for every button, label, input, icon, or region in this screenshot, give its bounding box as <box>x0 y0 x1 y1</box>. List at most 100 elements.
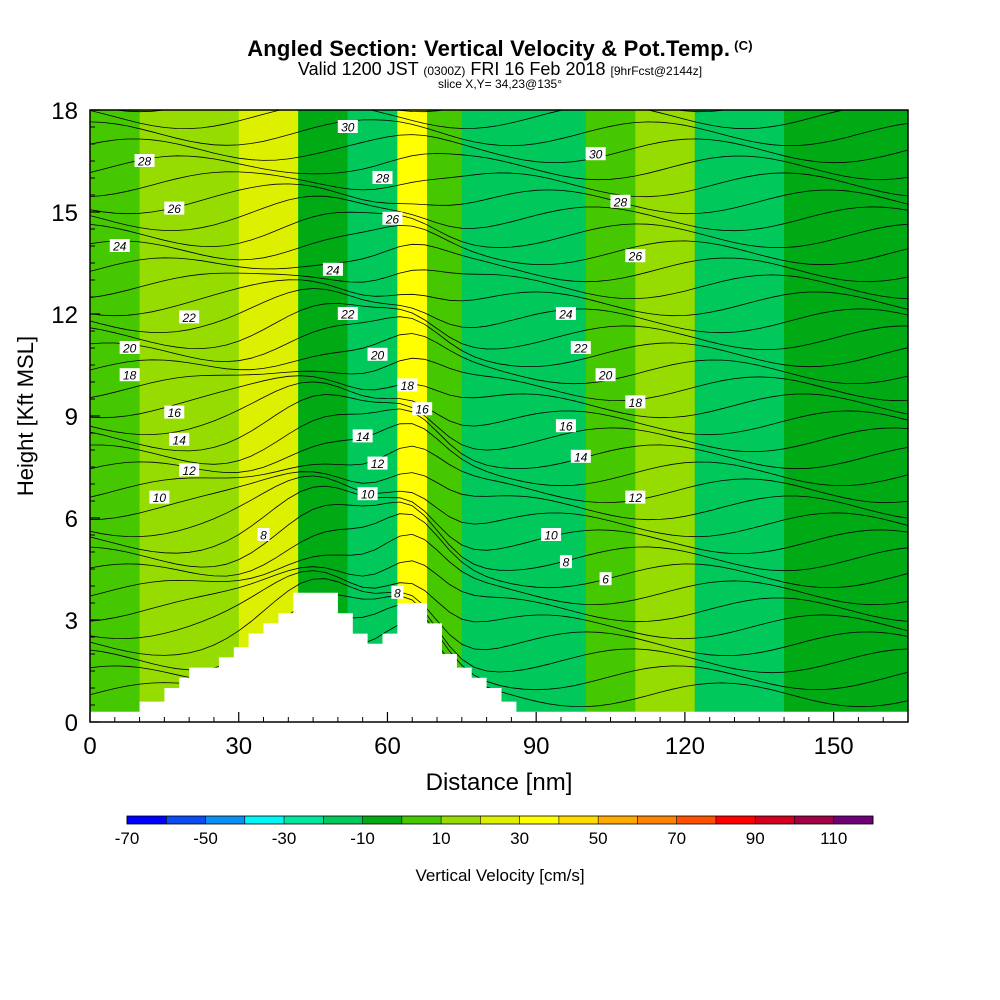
colorbar-segment <box>558 816 599 824</box>
contour-label-text: 26 <box>167 202 182 216</box>
colorbar-segment <box>519 816 559 824</box>
theta-contour-line <box>90 570 908 640</box>
contour-label-text: 28 <box>137 155 152 169</box>
theta-contour-line <box>90 423 908 487</box>
slice-info: slice X,Y= 34,23@135° <box>437 77 563 91</box>
contour-label-text: 10 <box>544 529 558 543</box>
y-tick-label: 12 <box>51 302 78 329</box>
theta-contour-line <box>90 316 908 368</box>
theta-contour-line <box>113 110 728 113</box>
theta-contour-label: 22 <box>570 341 591 356</box>
contour-label-text: 14 <box>173 433 187 447</box>
colorbar-segment <box>715 816 756 824</box>
contour-label-text: 6 <box>602 573 609 587</box>
theta-contour-label: 16 <box>412 402 433 417</box>
theta-contour-label: 26 <box>382 211 403 226</box>
colorbar-segment <box>637 816 677 824</box>
y-tick-label: 6 <box>65 506 78 533</box>
contour-label-text: 8 <box>260 529 267 543</box>
contour-label-text: 30 <box>341 121 355 135</box>
colorbar-segment <box>362 816 402 824</box>
theta-contour-label: 18 <box>397 378 418 393</box>
colorbar-segment <box>480 816 520 824</box>
contour-label-text: 26 <box>385 212 400 226</box>
theta-contour-label: 10 <box>149 490 170 505</box>
x-tick-label: 30 <box>225 733 252 760</box>
colorbar-segment <box>833 816 873 824</box>
colorbar-tick-label: 10 <box>432 829 451 848</box>
theta-contour-line <box>90 408 908 470</box>
colorbar-segment <box>755 816 795 824</box>
theta-contour-label: 22 <box>337 307 358 322</box>
colorbar-segment <box>127 816 167 824</box>
theta-contour-line <box>90 357 908 402</box>
contour-label-text: 24 <box>558 308 573 322</box>
contour-label-box <box>625 395 646 409</box>
contour-label-text: 28 <box>613 195 628 209</box>
theta-contour-line <box>90 279 908 317</box>
theta-contour-label: 10 <box>357 487 378 502</box>
y-tick-label: 15 <box>51 200 78 227</box>
theta-contour-label: 18 <box>625 395 646 410</box>
contour-label-box <box>412 402 433 416</box>
contour-label-box <box>179 310 200 324</box>
contour-label-text: 12 <box>182 464 196 478</box>
contour-label-box <box>367 456 388 470</box>
theta-contour-label: 16 <box>555 419 576 434</box>
contour-label-box <box>134 154 155 167</box>
theta-contour-line <box>90 211 908 249</box>
theta-contour-label: 24 <box>109 239 130 254</box>
shading-band <box>139 110 239 722</box>
contour-label-text: 20 <box>370 348 385 362</box>
y-axis-label: Height [Kft MSL] <box>13 336 38 496</box>
theta-contour-line <box>90 171 908 198</box>
theta-contour-label: 24 <box>555 307 576 322</box>
contour-label-text: 14 <box>356 430 370 444</box>
valid-time: Valid 1200 JST (0300Z) FRI 16 Feb 2018 [… <box>297 59 703 79</box>
theta-contour-line <box>90 269 908 300</box>
contour-label-box <box>164 201 185 215</box>
colorbar-label: Vertical Velocity [cm/s] <box>415 866 584 885</box>
theta-contour-label: 14 <box>352 429 373 444</box>
theta-contour-line <box>90 243 908 283</box>
theta-contour-label: 26 <box>625 249 646 264</box>
y-tick-label: 9 <box>65 404 78 431</box>
theta-contour-line <box>90 288 908 334</box>
contour-label-text: 14 <box>574 450 588 464</box>
x-tick-label: 120 <box>665 733 705 760</box>
contour-label-text: 18 <box>401 379 415 393</box>
x-axis-label: Distance [nm] <box>426 769 573 796</box>
colorbar-tick-label: -50 <box>193 829 218 848</box>
theta-contour-label: 12 <box>367 456 388 471</box>
theta-contour-line <box>90 224 908 266</box>
contour-label-box <box>169 432 190 446</box>
y-tick-label: 0 <box>65 710 78 737</box>
contour-label-box <box>391 585 404 599</box>
contour-label-box <box>357 487 378 501</box>
theta-contour-line <box>90 513 908 589</box>
theta-contour-label: 16 <box>164 405 185 420</box>
theta-contour-line <box>90 471 908 521</box>
theta-contour-line <box>90 501 908 572</box>
theta-contour-line <box>90 183 908 215</box>
colorbar-tick-label: -70 <box>115 829 140 848</box>
theta-contour-label: 28 <box>372 171 393 186</box>
colorbar-segment <box>284 816 324 824</box>
theta-contour-label: 8 <box>559 555 572 570</box>
contour-label-text: 24 <box>325 263 340 277</box>
theta-contour-label: 10 <box>541 528 562 543</box>
contour-label-text: 20 <box>122 342 137 356</box>
contour-label-box <box>119 368 140 382</box>
contour-label-box <box>164 405 185 419</box>
contour-label-text: 22 <box>181 311 196 325</box>
colorbar-segment <box>323 816 363 824</box>
colorbar-segment <box>441 816 481 824</box>
contour-label-text: 16 <box>415 403 429 417</box>
theta-contour-label: 12 <box>625 490 646 505</box>
contour-label-box <box>257 528 270 541</box>
theta-contour-line <box>90 394 908 453</box>
contour-label-box <box>322 262 343 276</box>
colorbar-tick-label: -30 <box>272 829 297 848</box>
contour-label-box <box>367 347 388 361</box>
contour-label-text: 18 <box>123 369 137 383</box>
